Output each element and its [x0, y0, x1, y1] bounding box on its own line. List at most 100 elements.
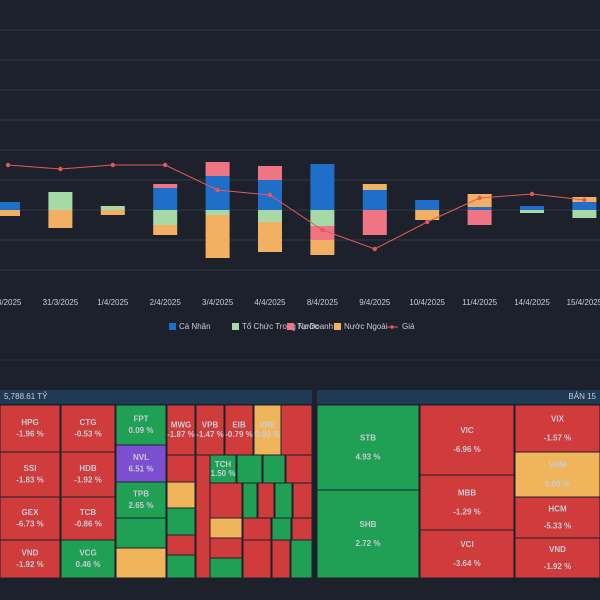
- stock-change: 6.51 %: [129, 464, 154, 473]
- bar-segment: [258, 210, 282, 222]
- block: [209, 537, 243, 559]
- x-tick-label: 15/4/2025: [567, 298, 600, 307]
- stock-cell: [60, 496, 116, 541]
- block: [290, 539, 313, 579]
- legend-label: Nước Ngoài: [344, 322, 388, 331]
- bar-segment: [467, 210, 492, 225]
- stock-change: 0.46 %: [76, 560, 101, 569]
- block: [271, 539, 291, 579]
- bar-segment: [572, 202, 597, 210]
- price-point: [372, 246, 377, 252]
- bar-segment: [205, 176, 230, 210]
- stock-change: -3.64 %: [453, 559, 481, 568]
- right-header-bar: [317, 390, 600, 404]
- stock-change: -1.87 %: [167, 430, 195, 439]
- bar-segment: [205, 215, 230, 258]
- legend-label: Cá Nhân: [179, 322, 211, 331]
- stock-cell: [195, 404, 225, 456]
- x-tick-label: 2/4/2025: [150, 298, 182, 307]
- stock-cell: [115, 404, 167, 446]
- block: [166, 481, 196, 509]
- price-point: [267, 192, 273, 198]
- stock-symbol: VND: [549, 545, 566, 554]
- stock-symbol: SSI: [24, 464, 37, 473]
- stock-cell: [316, 489, 420, 579]
- bar-segment: [572, 210, 597, 218]
- block: [209, 557, 243, 579]
- block: [274, 482, 293, 519]
- stock-change: -0.53 %: [74, 429, 102, 438]
- bar-segment: [520, 206, 544, 210]
- stock-cell: [316, 404, 420, 491]
- stock-change: 0.00 %: [255, 430, 280, 439]
- stock-symbol: VHM: [549, 461, 567, 470]
- bar-segment: [0, 210, 20, 216]
- right-header: BẢN 15: [568, 392, 596, 401]
- x-tick-label: 10/4/2025: [409, 298, 445, 307]
- stock-change: 1.50 %: [211, 469, 236, 478]
- stock-symbol: HCM: [548, 504, 567, 513]
- legend-swatch: [287, 323, 294, 330]
- block: [285, 454, 313, 484]
- stock-symbol: EIB: [232, 420, 246, 429]
- stock-change: -1.96 %: [16, 429, 44, 438]
- stock-symbol: GEX: [22, 508, 40, 517]
- x-tick-label: 1/4/2025: [97, 298, 129, 307]
- stock-symbol: MWG: [171, 420, 191, 429]
- stock-cell: [419, 474, 515, 531]
- block: [166, 507, 196, 536]
- price-point: [582, 197, 587, 203]
- legend-swatch: [334, 323, 341, 330]
- stock-change: -1.92 %: [74, 475, 102, 484]
- stock-symbol: VND: [22, 549, 39, 558]
- stock-cell: [209, 454, 237, 484]
- stock-symbol: VCG: [79, 549, 96, 558]
- stock-symbol: HPG: [21, 418, 38, 427]
- bar-segment: [258, 222, 282, 252]
- stock-symbol: STB: [360, 434, 376, 443]
- block: [257, 482, 275, 519]
- stock-cell: [0, 496, 61, 541]
- bar-segment: [310, 226, 335, 240]
- price-line: [7, 164, 585, 250]
- x-tick-label: /3/2025: [0, 298, 22, 307]
- legend-dot: [390, 325, 394, 329]
- small-blocks: [115, 404, 313, 579]
- x-tick-label: 9/4/2025: [359, 298, 391, 307]
- stock-change: -6.73 %: [16, 519, 44, 528]
- x-tick-label: 3/4/2025: [202, 298, 234, 307]
- stock-change: -0.86 %: [74, 519, 102, 528]
- stock-change: -0.79 %: [225, 430, 253, 439]
- stock-cell: [514, 404, 600, 453]
- bar-segment: [310, 164, 335, 210]
- bar-segment: [48, 192, 73, 210]
- legend-label: Tự Doanh: [297, 322, 333, 331]
- bar-segment: [310, 240, 335, 255]
- stock-change: -1.57 %: [544, 433, 572, 442]
- block: [242, 517, 272, 541]
- stock-cell: [419, 529, 515, 579]
- price-point: [215, 187, 220, 193]
- stock-change: 0.00 %: [545, 479, 570, 488]
- stock-symbol: VIC: [460, 426, 474, 435]
- block: [292, 482, 313, 519]
- bar-segment: [205, 162, 230, 176]
- x-tick-label: 31/3/2025: [43, 298, 79, 307]
- bar-segment: [153, 210, 178, 225]
- block: [262, 454, 286, 484]
- stock-change: 2.72 %: [356, 539, 381, 548]
- stock-cell: [60, 404, 116, 453]
- bar-segment: [310, 210, 335, 226]
- block: [209, 482, 243, 519]
- stock-cell: [115, 481, 167, 519]
- bar-segment: [467, 207, 492, 210]
- bar-segment: [415, 200, 440, 210]
- stock-symbol: VPB: [202, 420, 219, 429]
- stock-cell: [514, 451, 600, 498]
- bar-segment: [362, 184, 387, 190]
- stock-symbol: VIX: [551, 415, 565, 424]
- stock-symbol: HDB: [79, 464, 97, 473]
- price-point: [163, 162, 168, 168]
- price-point: [529, 191, 535, 197]
